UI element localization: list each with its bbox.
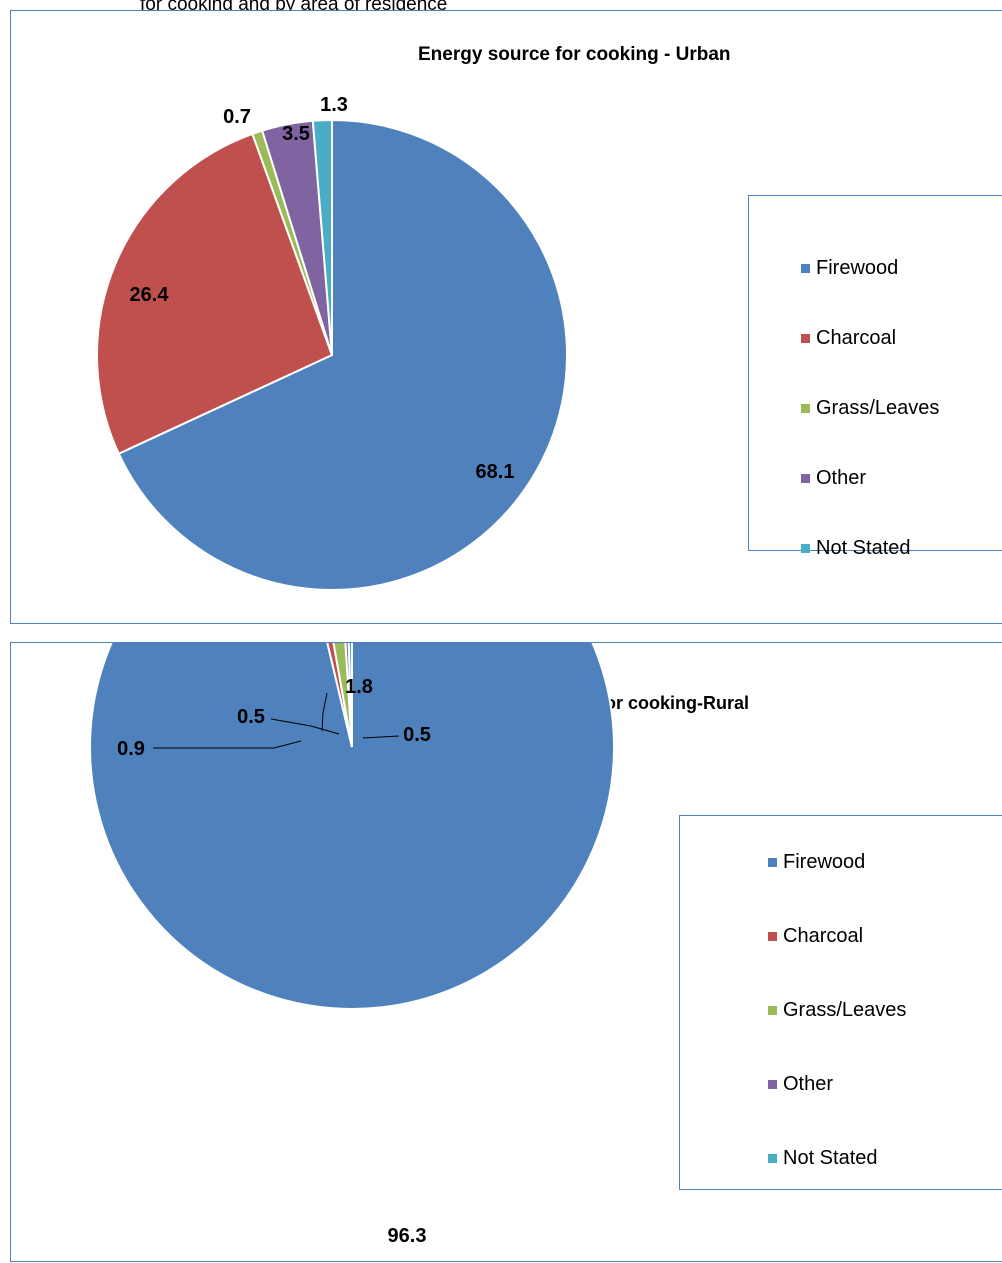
legend-swatch-grass-leaves [801, 404, 810, 413]
legend-swatch-other [801, 474, 810, 483]
pie-slice-not-stated [311, 118, 333, 356]
legend-item-grass-leaves: Grass/Leaves [768, 999, 906, 1022]
legend-item-charcoal: Charcoal [768, 925, 863, 948]
data-label-charcoal: 26.4 [130, 284, 170, 306]
legend-label-firewood: Firewood [783, 851, 866, 873]
legend-label-not-stated: Not Stated [816, 537, 911, 559]
data-label-firewood: 68.1 [476, 461, 515, 483]
rural-pie-svg: 96.3 0.9 1.8 0.5 0.5 [89, 643, 615, 1247]
data-label-charcoal: 0.9 [117, 738, 145, 760]
pie-slice-grass-leaves [332, 643, 353, 748]
legend-label-other: Other [783, 1073, 834, 1095]
legend-swatch-not-stated [768, 1154, 777, 1163]
legend-label-not-stated: Not Stated [783, 1147, 878, 1169]
leader-line-charcoal [153, 740, 302, 749]
data-label-not-stated: 1.3 [320, 94, 348, 116]
legend-item-other: Other [801, 467, 866, 490]
legend-label-firewood: Firewood [816, 257, 899, 279]
urban-pie-chart: Energy source for cooking - Urban 68.1 26… [10, 10, 1002, 624]
pie-slice-charcoal [326, 643, 353, 748]
legend-urban: Firewood Charcoal Grass/Leaves Other Not… [748, 195, 1002, 559]
pie-slice-charcoal [96, 132, 334, 456]
data-label-not-stated: 0.5 [403, 724, 431, 746]
legend-item-grass-leaves: Grass/Leaves [801, 397, 939, 420]
legend-item-charcoal: Charcoal [801, 327, 896, 350]
leader-line-grass-leaves [321, 692, 328, 732]
legend-rural: Firewood Charcoal Grass/Leaves Other Not… [679, 815, 1002, 1190]
legend-swatch-firewood [768, 858, 777, 867]
legend-label-grass-leaves: Grass/Leaves [816, 397, 940, 419]
legend-label-other: Other [816, 467, 867, 489]
pie-slice-firewood [89, 643, 615, 1010]
legend-swatch-not-stated [801, 544, 810, 553]
urban-pie-svg: 68.1 26.4 0.7 3.5 1.3 [96, 94, 568, 591]
data-label-other: 3.5 [282, 123, 310, 145]
data-label-other: 0.5 [237, 706, 265, 728]
leader-line-not-stated [362, 735, 400, 739]
data-label-firewood: 96.3 [388, 1225, 427, 1247]
legend-item-firewood: Firewood [768, 851, 865, 874]
leader-line-other [270, 718, 340, 735]
legend-swatch-grass-leaves [768, 1006, 777, 1015]
legend-swatch-charcoal [768, 932, 777, 941]
chart-title-urban: Energy source for cooking - Urban [418, 44, 731, 65]
pie-slice-not-stated [347, 643, 353, 748]
data-label-grass-leaves: 1.8 [345, 676, 373, 698]
legend-item-firewood: Firewood [801, 257, 898, 280]
legend-swatch-firewood [801, 264, 810, 273]
legend-swatch-charcoal [801, 334, 810, 343]
legend-label-charcoal: Charcoal [816, 327, 897, 349]
legend-item-other: Other [768, 1073, 833, 1096]
legend-swatch-other [768, 1080, 777, 1089]
rural-pie-chart: Energy source for cooking-Rural 96.30.91… [10, 642, 1002, 1262]
data-label-grass-leaves: 0.7 [223, 106, 251, 128]
legend-label-charcoal: Charcoal [783, 925, 864, 947]
pie-slice-firewood [117, 118, 568, 591]
legend-label-grass-leaves: Grass/Leaves [783, 999, 907, 1021]
legend-item-not-stated: Not Stated [768, 1147, 878, 1170]
legend-item-not-stated: Not Stated [801, 537, 911, 560]
